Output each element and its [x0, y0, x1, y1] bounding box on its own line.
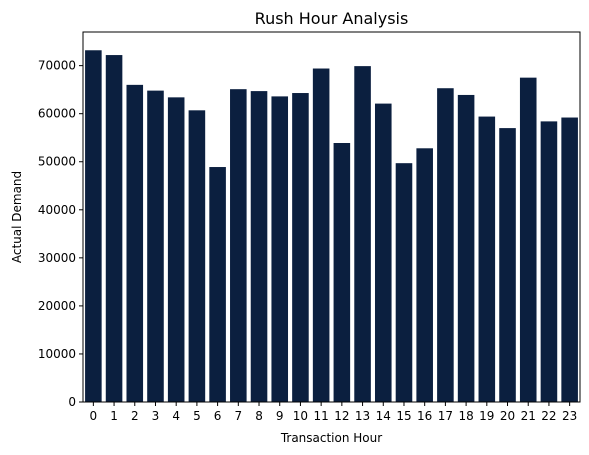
x-tick-label: 8: [255, 409, 263, 423]
x-tick-label: 14: [376, 409, 391, 423]
bar-hour-13: [354, 66, 371, 403]
bar-hour-16: [416, 148, 433, 402]
x-tick-label: 10: [293, 409, 308, 423]
bar-hour-7: [230, 89, 247, 403]
bar-hour-19: [478, 116, 496, 402]
x-tick-label: 6: [214, 409, 222, 423]
x-tick-label: 20: [500, 409, 515, 423]
x-tick-label: 3: [152, 409, 160, 423]
bar-hour-8: [250, 91, 268, 402]
bar-hour-4: [167, 97, 185, 402]
x-axis-label: Transaction Hour: [280, 431, 382, 445]
x-tick-label: 19: [479, 409, 494, 423]
bar-hour-9: [271, 96, 289, 402]
bar-hour-10: [292, 93, 309, 402]
x-tick-label: 17: [438, 409, 453, 423]
bar-hour-3: [147, 90, 164, 403]
y-tick-label: 30000: [38, 251, 76, 265]
x-tick-label: 0: [90, 409, 98, 423]
x-tick-label: 23: [562, 409, 577, 423]
bar-hour-21: [519, 77, 537, 403]
bar-hour-14: [374, 103, 392, 402]
bar-hour-12: [333, 143, 351, 402]
x-tick-label: 2: [131, 409, 139, 423]
bar-hour-1: [105, 55, 123, 403]
x-tick-label: 18: [458, 409, 473, 423]
bar-hour-0: [85, 50, 102, 402]
bar-hour-20: [499, 128, 516, 402]
y-axis-ticks: 0 10000 20000 30000 40000 50000 60000 70000: [38, 59, 83, 409]
y-axis-label: Actual Demand: [10, 171, 24, 263]
y-tick-label: 40000: [38, 203, 76, 217]
chart-title: Rush Hour Analysis: [255, 9, 409, 28]
x-tick-label: 7: [234, 409, 242, 423]
x-tick-label: 5: [193, 409, 201, 423]
x-tick-label: 15: [396, 409, 411, 423]
y-tick-label: 10000: [38, 347, 76, 361]
bar-hour-15: [395, 163, 413, 402]
bar-hour-11: [312, 68, 330, 403]
bars-group: [85, 50, 578, 403]
plot-frame: [82, 31, 581, 403]
bar-hour-2: [126, 84, 144, 403]
x-tick-label: 1: [110, 409, 118, 423]
bar-hour-17: [437, 88, 454, 402]
x-tick-label: 12: [334, 409, 349, 423]
x-axis-ticks: 0 1 2 3 4 5 6 7 8 9 10 11 12 13 14 15 16 17 18 19 20 21 22 23: [90, 402, 577, 423]
x-tick-label: 22: [541, 409, 556, 423]
y-tick-label: 50000: [38, 155, 76, 169]
bar-hour-22: [540, 121, 558, 402]
y-tick-label: 70000: [38, 59, 76, 73]
x-tick-label: 21: [521, 409, 536, 423]
bar-hour-6: [209, 167, 226, 402]
y-tick-label: 0: [68, 395, 76, 409]
x-tick-label: 4: [172, 409, 180, 423]
x-tick-label: 13: [355, 409, 370, 423]
x-tick-label: 11: [314, 409, 329, 423]
bar-hour-18: [457, 94, 475, 402]
bar-hour-23: [561, 117, 578, 402]
x-tick-label: 16: [417, 409, 432, 423]
y-tick-label: 60000: [38, 107, 76, 121]
bar-hour-5: [188, 110, 206, 402]
y-tick-label: 20000: [38, 299, 76, 313]
x-tick-label: 9: [276, 409, 284, 423]
